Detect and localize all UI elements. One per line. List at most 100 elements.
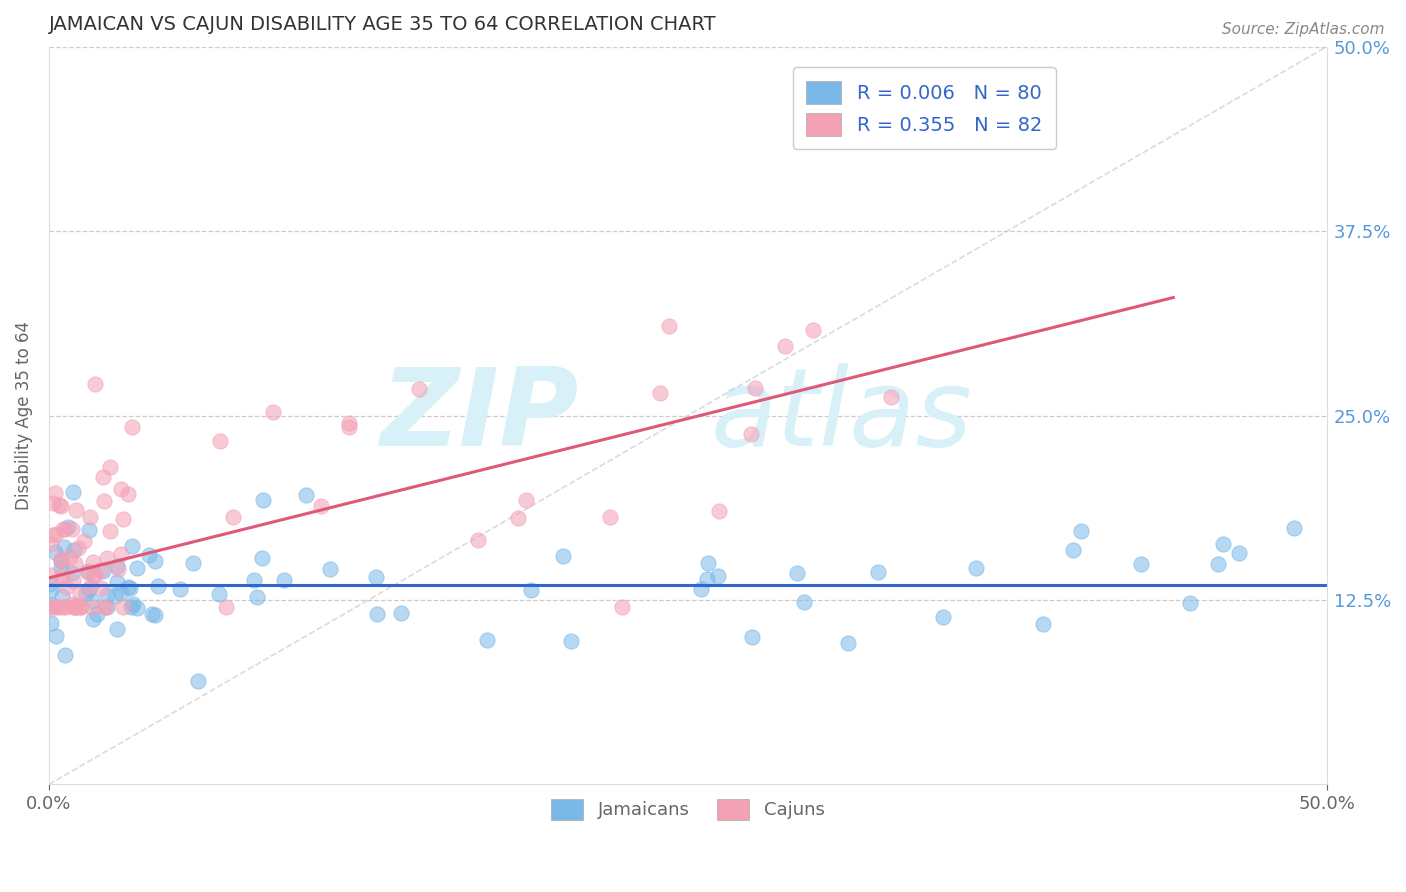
Point xyxy=(120,600,142,615)
Point xyxy=(91,565,114,579)
Point xyxy=(62,485,84,500)
Point xyxy=(62,598,84,612)
Point xyxy=(105,559,128,574)
Point xyxy=(121,420,143,434)
Point xyxy=(96,588,118,602)
Point xyxy=(60,522,83,536)
Point xyxy=(51,554,73,568)
Point xyxy=(84,377,107,392)
Point xyxy=(39,537,62,551)
Point xyxy=(63,600,86,615)
Point xyxy=(48,498,70,512)
Point xyxy=(744,381,766,395)
Point xyxy=(41,599,63,613)
Point xyxy=(364,570,387,584)
Point xyxy=(1282,521,1305,535)
Point xyxy=(49,551,72,566)
Point xyxy=(51,572,73,586)
Point xyxy=(775,339,797,353)
Point xyxy=(337,417,360,431)
Point xyxy=(93,470,115,484)
Point xyxy=(252,551,274,566)
Point xyxy=(111,511,134,525)
Point xyxy=(1130,557,1153,571)
Point xyxy=(1212,537,1234,551)
Point xyxy=(39,615,62,630)
Point xyxy=(252,493,274,508)
Point xyxy=(65,598,87,612)
Point xyxy=(65,600,87,615)
Point xyxy=(146,579,169,593)
Point xyxy=(90,582,112,596)
Point xyxy=(208,434,231,449)
Text: ZIP: ZIP xyxy=(381,362,579,468)
Point xyxy=(69,586,91,600)
Point xyxy=(48,600,70,615)
Point xyxy=(73,533,96,548)
Point xyxy=(932,610,955,624)
Point xyxy=(104,589,127,603)
Point xyxy=(60,566,83,580)
Point xyxy=(105,575,128,590)
Point xyxy=(117,580,139,594)
Point xyxy=(295,488,318,502)
Point xyxy=(67,600,90,615)
Point xyxy=(1062,542,1084,557)
Point xyxy=(44,600,66,615)
Text: Source: ZipAtlas.com: Source: ZipAtlas.com xyxy=(1222,22,1385,37)
Point xyxy=(105,622,128,636)
Point xyxy=(62,574,84,588)
Point xyxy=(94,600,117,615)
Text: atlas: atlas xyxy=(710,363,972,468)
Point xyxy=(96,600,118,615)
Point xyxy=(63,556,86,570)
Point xyxy=(262,404,284,418)
Point xyxy=(741,630,763,644)
Point xyxy=(467,533,489,548)
Point xyxy=(111,600,134,615)
Point xyxy=(143,607,166,622)
Point xyxy=(273,574,295,588)
Point xyxy=(98,524,121,539)
Point xyxy=(75,586,97,600)
Point xyxy=(65,503,87,517)
Point xyxy=(93,493,115,508)
Point xyxy=(1070,524,1092,538)
Point xyxy=(83,567,105,582)
Point xyxy=(107,562,129,576)
Point xyxy=(560,634,582,648)
Point xyxy=(243,573,266,587)
Point xyxy=(83,568,105,582)
Point xyxy=(42,528,65,542)
Point xyxy=(793,595,815,609)
Point xyxy=(121,539,143,553)
Point xyxy=(80,579,103,593)
Point xyxy=(520,583,543,598)
Point xyxy=(141,607,163,622)
Point xyxy=(49,553,72,567)
Point xyxy=(39,583,62,598)
Point xyxy=(696,572,718,586)
Point xyxy=(1227,546,1250,560)
Point xyxy=(39,600,62,615)
Point xyxy=(77,523,100,537)
Point xyxy=(689,582,711,596)
Point xyxy=(118,581,141,595)
Point xyxy=(389,606,412,620)
Legend: Jamaicans, Cajuns: Jamaicans, Cajuns xyxy=(544,792,832,827)
Point xyxy=(207,587,229,601)
Point xyxy=(121,598,143,612)
Point xyxy=(77,564,100,578)
Point xyxy=(52,600,75,615)
Point xyxy=(76,566,98,580)
Point xyxy=(319,562,342,576)
Point xyxy=(707,569,730,583)
Point xyxy=(117,486,139,500)
Point xyxy=(51,499,73,513)
Point xyxy=(80,600,103,615)
Point xyxy=(56,520,79,534)
Point xyxy=(965,561,987,575)
Point xyxy=(93,600,115,615)
Point xyxy=(215,600,238,615)
Point xyxy=(650,386,672,401)
